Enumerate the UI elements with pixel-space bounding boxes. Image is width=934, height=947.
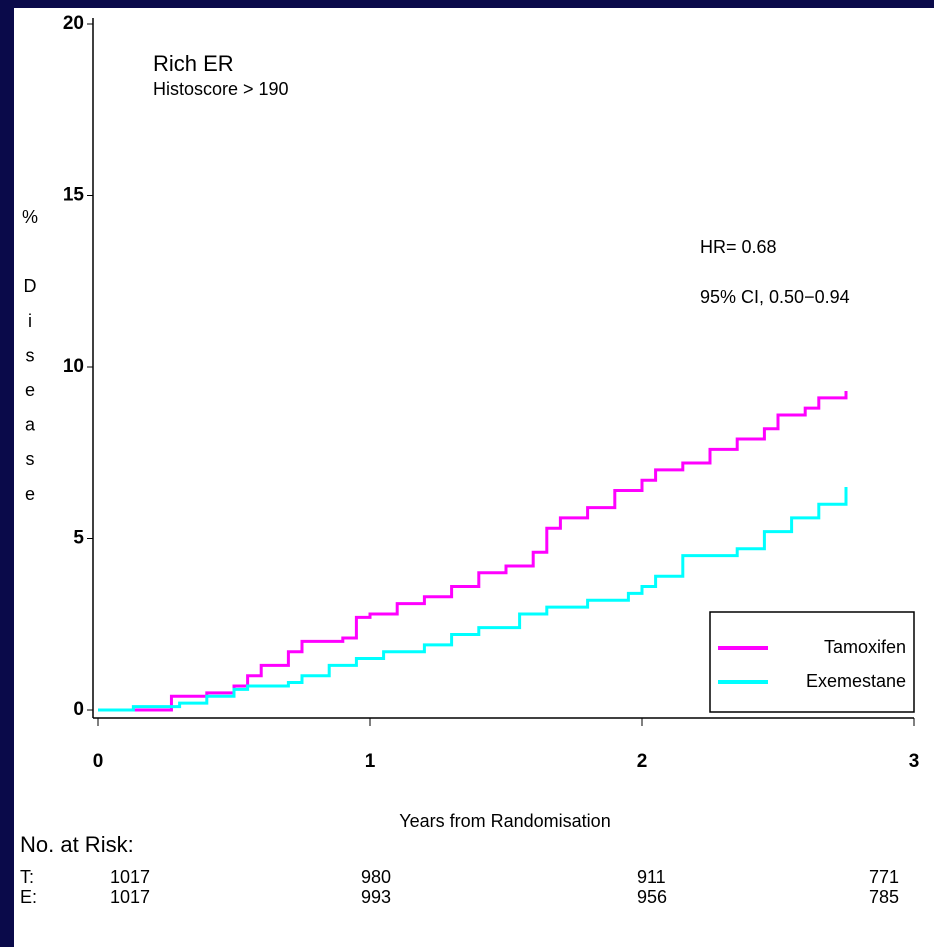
- y-tick-label: 10: [63, 356, 84, 377]
- annotation: Rich ER: [153, 51, 234, 76]
- annotation: Histoscore > 190: [153, 79, 289, 99]
- survival-line: [98, 487, 848, 712]
- risk-value: 785: [869, 887, 899, 907]
- risk-value: 993: [361, 887, 391, 907]
- y-tick-label: 15: [63, 185, 85, 206]
- risk-value: 911: [637, 867, 666, 887]
- risk-value: 956: [637, 887, 667, 907]
- risk-title: No. at Risk:: [20, 832, 134, 857]
- legend-box: [709, 611, 915, 713]
- risk-row-label: T:: [20, 867, 34, 887]
- legend-label: Exemestane: [806, 671, 906, 691]
- x-tick-label: 2: [637, 751, 648, 772]
- risk-value: 1017: [110, 867, 150, 887]
- x-tick-label: 1: [365, 751, 376, 772]
- risk-row-label: E:: [20, 887, 37, 907]
- risk-value: 771: [869, 867, 899, 887]
- y-tick-label: 5: [73, 528, 84, 549]
- y-tick-label: 0: [73, 699, 84, 720]
- survival-line: [98, 391, 848, 712]
- annotation: HR= 0.68: [700, 237, 777, 257]
- risk-value: 980: [361, 867, 391, 887]
- legend-label: Tamoxifen: [824, 637, 906, 657]
- y-tick-label: 20: [63, 13, 84, 34]
- risk-value: 1017: [110, 887, 150, 907]
- panel: [14, 8, 934, 947]
- annotation: 95% CI, 0.50−0.94: [700, 287, 850, 307]
- x-tick-label: 0: [93, 751, 104, 772]
- x-axis-label: Years from Randomisation: [399, 811, 610, 831]
- x-tick-label: 3: [909, 751, 920, 772]
